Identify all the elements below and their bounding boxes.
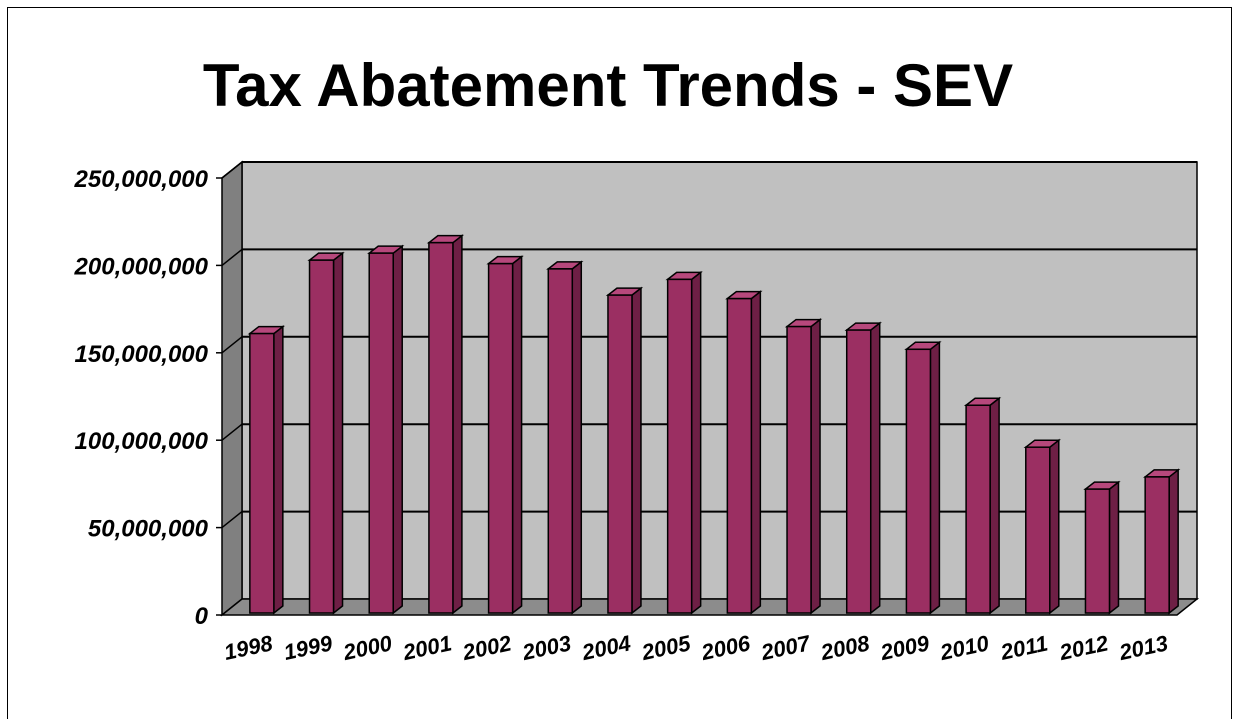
bar-front [726,297,753,614]
bar-side [810,318,821,615]
x-tick-label: 2003 [519,630,573,665]
gridline-side [221,511,243,529]
bar-front [1144,476,1170,614]
chart-frame [7,7,1232,719]
bar-front [965,404,991,614]
bar [844,321,882,615]
bar-side [750,290,762,615]
bar-side [989,396,1000,615]
bar-front [607,294,633,614]
bar-front [308,259,335,614]
chart-title: Tax Abatement Trends - SEV [202,52,1014,119]
bar [307,251,345,615]
bar-side [929,340,941,615]
x-tick-label: 2004 [579,630,633,665]
bar [367,244,405,615]
x-tick-label: 2010 [937,630,992,665]
y-tick-label: 200,000,000 [74,253,209,280]
gridline-side [221,161,243,179]
x-tick-label: 1998 [222,630,276,665]
x-tick-label: 2012 [1056,630,1111,665]
bar-front [368,252,394,614]
x-tick-label: 2013 [1116,630,1170,665]
x-tick-label: 2000 [340,630,395,665]
bar [665,270,703,615]
bar-side [392,244,403,615]
chart-walls [219,160,1200,617]
gridline-side [221,248,243,266]
x-tick-label: 2011 [998,631,1050,665]
bar-side [631,286,642,615]
x-tick-label: 2008 [818,630,873,665]
bar [1083,480,1121,615]
bar-side [869,321,881,615]
x-tick-label: 1999 [281,630,335,665]
y-tick-label: 100,000,000 [75,428,209,455]
bar-front [845,329,872,614]
bar [1023,438,1061,615]
bar-side [273,325,284,615]
y-tick-label: 150,000,000 [75,341,209,368]
bar-side [1108,480,1120,615]
x-tick-label: 2006 [698,630,753,665]
bar [725,290,763,615]
bar [963,396,1002,615]
bar [904,340,942,615]
x-tick-label: 2007 [758,630,814,665]
gridline-side [221,336,243,354]
bar [1142,468,1181,615]
bar [605,286,644,615]
bar [486,255,524,615]
bar-front [1025,446,1051,614]
bars [247,234,1181,615]
bar-side [690,270,702,615]
bar-side [452,234,463,615]
y-tick-label: 50,000,000 [88,516,209,543]
bar-front [249,332,275,614]
x-tick-label: 2009 [877,630,932,665]
bar [784,318,823,615]
bar-front [905,348,932,614]
side-wall [221,160,243,617]
gridline-side [221,423,243,441]
y-tick-label: 0 [195,603,209,630]
bar-side [1168,468,1179,615]
bar-side [511,255,523,615]
bar-front [487,262,514,614]
x-tick-label: 2005 [639,630,694,665]
bar-front [1084,488,1111,614]
bar-side [1049,438,1060,615]
bar [247,325,286,615]
y-axis-ticks: 0 50,000,000 100,000,000 150,000,000 200,000… [74,166,222,630]
x-axis-ticks: 1998 1999 2000 2001 2002 2003 2004 2005 2006 2007… [222,630,1170,665]
bar-side [332,251,344,615]
y-tick-label: 250,000,000 [74,166,209,193]
bar-front [786,325,812,614]
floor [219,598,1200,616]
bar-front [547,268,574,614]
bar-front [428,241,454,614]
bar-side [571,260,583,615]
bar-front [666,278,693,614]
bar [426,234,465,615]
x-tick-label: 2002 [460,630,515,665]
bar [546,260,584,615]
x-tick-label: 2001 [400,630,454,665]
